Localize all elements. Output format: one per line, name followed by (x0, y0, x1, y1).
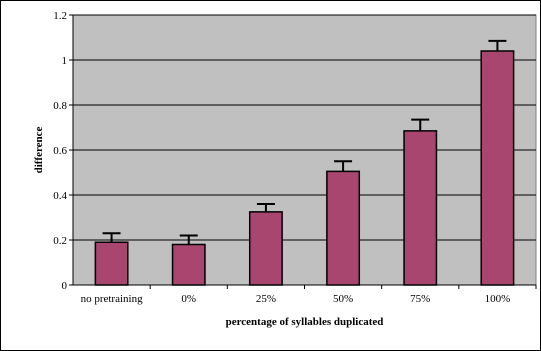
bar (171, 243, 206, 286)
y-tick-label: 0.4 (53, 190, 67, 202)
error-bars (102, 39, 507, 245)
x-tick-label: 75% (410, 293, 430, 305)
y-tick-label: 1.2 (53, 10, 67, 22)
bar (403, 130, 438, 286)
y-tick-label: 0.6 (53, 145, 67, 157)
bar (248, 211, 283, 286)
x-tick-label: no pretraining (81, 293, 144, 305)
x-tick-label: 0% (181, 293, 196, 305)
y-tick-label: 0 (62, 280, 68, 292)
y-tick-label: 1 (62, 55, 68, 67)
y-axis: 0 0.2 0.4 0.6 0.8 1 1.2 (53, 10, 74, 292)
y-tick-label: 0.8 (53, 100, 67, 112)
bar (94, 241, 129, 286)
y-tick-label: 0.2 (53, 235, 67, 247)
bar (480, 50, 515, 286)
x-tick-label: 25% (256, 293, 276, 305)
y-axis-title: difference (33, 126, 45, 173)
gridlines (73, 14, 536, 241)
x-tick-label: 100% (485, 293, 511, 305)
x-axis-title: percentage of syllables duplicated (226, 316, 384, 328)
x-axis: no pretraining 0% 25% 50% 75% 100% (73, 284, 537, 305)
bar (326, 170, 361, 286)
x-tick-label: 50% (333, 293, 353, 305)
